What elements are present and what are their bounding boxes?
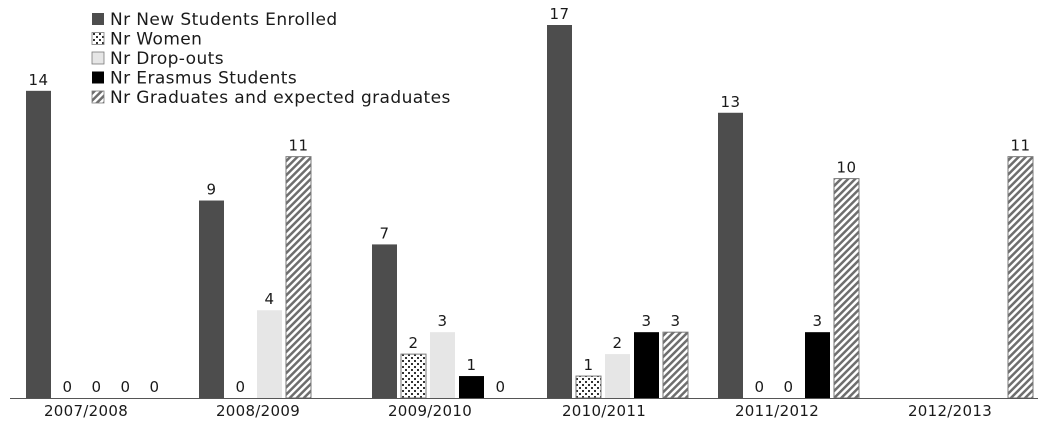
bar-nr-erasmus-students-2010-2011 (634, 332, 659, 398)
legend-label-nr-women: Nr Women (110, 30, 202, 50)
bar-nr-new-students-enrolled-2008-2009 (199, 200, 224, 398)
bar-nr-drop-outs-2010-2011 (605, 354, 630, 398)
legend-label-nr-graduates-and-expected-graduates: Nr Graduates and expected graduates (110, 88, 451, 108)
category-label-2011-2012: 2011/2012 (735, 402, 819, 419)
data-label-nr-graduates-and-expected-graduates-2009-2010: 0 (495, 378, 505, 396)
bar-nr-new-students-enrolled-2009-2010 (372, 244, 397, 398)
data-label-nr-women-2009-2010: 2 (408, 334, 418, 352)
data-label-nr-new-students-enrolled-2008-2009: 9 (206, 181, 216, 199)
bars-layer (26, 25, 1034, 399)
bar-nr-erasmus-students-2009-2010 (459, 376, 484, 398)
data-label-nr-women-2008-2009: 0 (235, 378, 245, 396)
category-label-2008-2009: 2008/2009 (216, 402, 300, 419)
data-label-nr-graduates-and-expected-graduates-2010-2011: 3 (670, 312, 680, 330)
data-label-nr-women-2011-2012: 0 (754, 378, 764, 396)
bar-nr-women-2010-2011 (575, 375, 602, 399)
legend-swatch-nr-erasmus-students (92, 71, 104, 84)
data-label-nr-graduates-and-expected-graduates-2011-2012: 10 (836, 159, 856, 177)
data-label-nr-graduates-and-expected-graduates-2007-2008: 0 (149, 378, 159, 396)
bar-nr-women-2009-2010 (400, 353, 427, 399)
bar-nr-drop-outs-2009-2010 (430, 332, 455, 398)
data-label-nr-women-2010-2011: 1 (583, 356, 593, 374)
bar-nr-erasmus-students-2011-2012 (805, 332, 830, 398)
data-label-nr-drop-outs-2009-2010: 3 (437, 312, 447, 330)
legend-swatch-nr-drop-outs (91, 51, 105, 65)
category-label-2012-2013: 2012/2013 (908, 402, 992, 419)
bar-nr-graduates-and-expected-graduates-2011-2012 (833, 178, 860, 399)
bar-nr-new-students-enrolled-2011-2012 (718, 112, 743, 398)
data-label-nr-drop-outs-2008-2009: 4 (264, 290, 274, 308)
data-label-nr-graduates-and-expected-graduates-2008-2009: 11 (288, 137, 308, 155)
data-label-nr-erasmus-students-2007-2008: 0 (120, 378, 130, 396)
category-label-2010-2011: 2010/2011 (562, 402, 646, 419)
data-label-nr-erasmus-students-2011-2012: 3 (812, 312, 822, 330)
data-label-nr-women-2007-2008: 0 (62, 378, 72, 396)
data-label-nr-new-students-enrolled-2007-2008: 14 (28, 71, 48, 89)
bar-nr-drop-outs-2008-2009 (257, 310, 282, 398)
bar-nr-graduates-and-expected-graduates-2010-2011 (662, 331, 689, 399)
legend-label-nr-new-students-enrolled: Nr New Students Enrolled (110, 10, 338, 30)
data-label-nr-drop-outs-2007-2008: 0 (91, 378, 101, 396)
data-label-nr-new-students-enrolled-2009-2010: 7 (379, 224, 389, 242)
data-label-nr-new-students-enrolled-2010-2011: 17 (549, 5, 569, 23)
legend-swatch-nr-graduates-and-expected-graduates (91, 90, 105, 104)
data-label-nr-graduates-and-expected-graduates-2012-2013: 11 (1010, 137, 1030, 155)
data-label-nr-drop-outs-2010-2011: 2 (612, 334, 622, 352)
category-label-2007-2008: 2007/2008 (44, 402, 128, 419)
category-labels-layer: 2007/2008 2008/2009 2009/2010 2010/2011 2011… (44, 402, 992, 420)
category-label-2009-2010: 2009/2010 (388, 402, 472, 419)
data-label-nr-erasmus-students-2010-2011: 3 (641, 312, 651, 330)
legend-swatch-nr-women (91, 32, 105, 45)
bar-nr-new-students-enrolled-2007-2008 (26, 90, 51, 398)
data-label-nr-drop-outs-2011-2012: 0 (783, 378, 793, 396)
bar-nr-graduates-and-expected-graduates-2008-2009 (285, 156, 312, 399)
bar-nr-new-students-enrolled-2010-2011 (547, 25, 572, 398)
data-label-nr-erasmus-students-2009-2010: 1 (466, 356, 476, 374)
bar-nr-graduates-and-expected-graduates-2012-2013 (1007, 156, 1034, 399)
legend-swatch-nr-new-students-enrolled (92, 13, 104, 25)
legend-label-nr-drop-outs: Nr Drop-outs (110, 49, 224, 69)
legend-label-nr-erasmus-students: Nr Erasmus Students (110, 69, 297, 89)
data-label-nr-new-students-enrolled-2011-2012: 13 (720, 93, 740, 111)
